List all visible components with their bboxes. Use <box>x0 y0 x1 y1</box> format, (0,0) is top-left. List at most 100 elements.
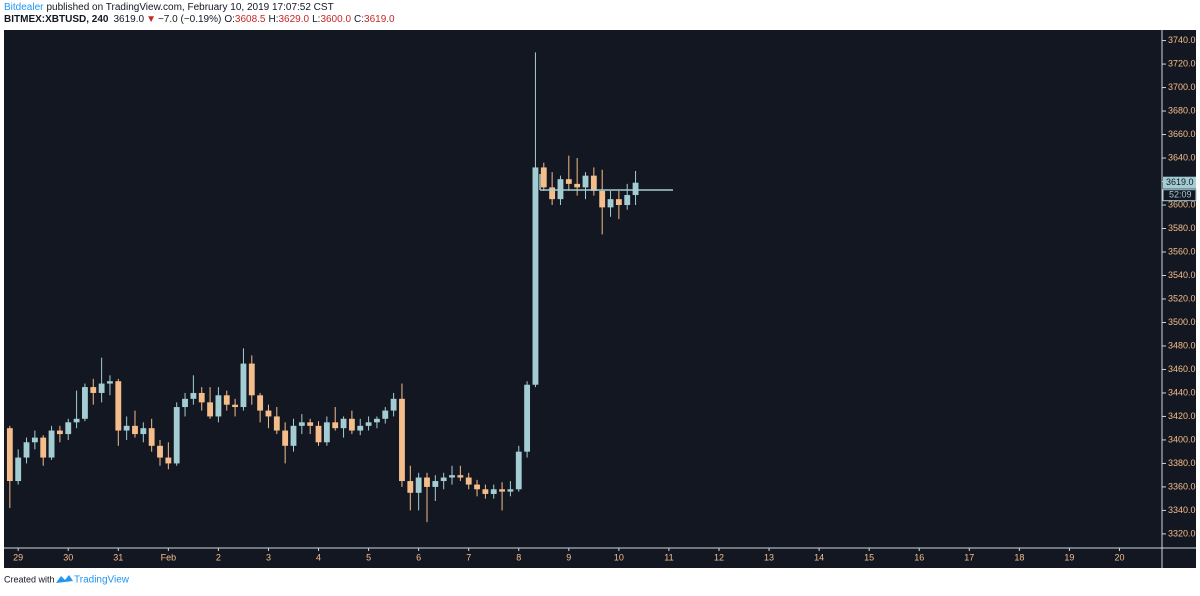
candle-body <box>540 167 547 188</box>
y-tick-label: 3380.0 <box>1168 458 1196 468</box>
candle-body <box>532 167 539 385</box>
countdown-box <box>1162 189 1197 202</box>
candle-body <box>240 363 247 408</box>
x-tick-label: 12 <box>714 552 724 562</box>
header-line-1: Bitdealer published on TradingView.com, F… <box>4 2 334 13</box>
chart-background <box>4 30 1196 568</box>
candle-body <box>482 489 489 494</box>
x-tick-label: 7 <box>466 552 471 562</box>
high-value: 3629.0 <box>279 14 310 25</box>
y-tick-label: 3560.0 <box>1168 246 1196 256</box>
candle-body <box>282 430 289 446</box>
close-value: 3619.0 <box>364 14 395 25</box>
candle-body <box>499 489 505 492</box>
open-label: O: <box>224 14 235 25</box>
candle-body <box>599 190 606 208</box>
candle-body <box>382 410 389 419</box>
candle-body <box>40 437 47 458</box>
y-tick-label: 3720.0 <box>1168 58 1196 68</box>
candle-body <box>65 422 72 435</box>
y-tick-label: 3440.0 <box>1168 387 1196 397</box>
candle-body <box>432 481 439 487</box>
candle-body <box>98 383 105 393</box>
candle-body <box>348 418 355 431</box>
y-tick-label: 3740.0 <box>1168 35 1196 45</box>
candle-body <box>524 384 531 452</box>
y-tick-label: 3700.0 <box>1168 82 1196 92</box>
candle-body <box>490 489 497 494</box>
candle-body <box>207 402 213 417</box>
candle-body <box>323 422 330 443</box>
candle-body <box>449 475 455 478</box>
candle-body <box>31 437 38 443</box>
x-tick-label: 19 <box>1064 552 1074 562</box>
candle-body <box>374 418 380 423</box>
x-tick-label: 5 <box>366 552 371 562</box>
countdown: 52:09 <box>1169 190 1192 200</box>
published: published on TradingView.com, February 1… <box>46 2 333 13</box>
candle-body <box>399 398 405 482</box>
y-tick-label: 3600.0 <box>1168 199 1196 209</box>
x-tick-label: 14 <box>814 552 824 562</box>
candle-body <box>574 183 581 188</box>
x-tick-label: 18 <box>1014 552 1024 562</box>
change-arrow: ▼ <box>146 14 156 25</box>
x-tick-label: Feb <box>161 552 177 562</box>
x-tick-label: 6 <box>416 552 421 562</box>
y-tick-label: 3680.0 <box>1168 105 1196 115</box>
candle-body <box>607 199 614 208</box>
y-tick-label: 3360.0 <box>1168 481 1196 491</box>
axes: 3320.0 3340.0 3360.0 3380.0 3400.0 3420.0 3440… <box>13 35 1197 562</box>
x-tick-label: 13 <box>764 552 774 562</box>
x-tick-label: 8 <box>516 552 521 562</box>
last-price: 3619.0 <box>113 14 144 25</box>
price-label: 3619.0 <box>1166 177 1194 187</box>
candle-body <box>624 195 631 206</box>
candle-body <box>615 199 622 206</box>
y-tick-label: 3580.0 <box>1168 223 1196 233</box>
candle-body <box>298 422 305 426</box>
candle-body <box>390 398 397 411</box>
low-label: L: <box>312 14 320 25</box>
candle-body <box>82 387 88 419</box>
candle-body <box>632 182 639 196</box>
candle-body <box>465 477 472 485</box>
candle-body <box>332 422 339 429</box>
candle-body <box>90 387 97 393</box>
x-tick-label: 4 <box>316 552 321 562</box>
low-value: 3600.0 <box>320 14 351 25</box>
candle-body <box>415 477 422 493</box>
open-value: 3608.5 <box>235 14 266 25</box>
candle-body <box>257 395 264 411</box>
x-tick-label: 10 <box>614 552 624 562</box>
footer-brand[interactable]: TradingView <box>74 575 130 586</box>
candle-body <box>407 481 414 493</box>
y-tick-label: 3320.0 <box>1168 528 1196 538</box>
x-tick-label: 11 <box>664 552 673 562</box>
x-tick-label: 31 <box>113 552 123 562</box>
candle-body <box>315 425 322 443</box>
x-tick-label: 20 <box>1114 552 1124 562</box>
candle-body <box>582 175 589 188</box>
candle-body <box>48 430 55 458</box>
author[interactable]: Bitdealer <box>4 2 44 13</box>
candle-body <box>223 395 230 405</box>
candle-body <box>215 395 222 417</box>
candle-body <box>182 398 188 408</box>
x-tick-label: 30 <box>63 552 73 562</box>
y-tick-label: 3660.0 <box>1168 129 1196 139</box>
x-tick-label: 3 <box>266 552 271 562</box>
candle-body <box>307 422 314 426</box>
candle-body <box>290 425 297 446</box>
candle-body <box>474 484 480 490</box>
candle-body <box>6 428 13 482</box>
candle-body <box>440 477 447 482</box>
x-tick-label: 2 <box>216 552 221 562</box>
candle-body <box>232 404 239 408</box>
candle-body <box>515 451 522 490</box>
candle-body <box>340 418 347 429</box>
y-tick-label: 3480.0 <box>1168 340 1196 350</box>
x-tick-label: 9 <box>566 552 571 562</box>
tradingview-logo <box>56 575 73 583</box>
y-tick-label: 3520.0 <box>1168 293 1196 303</box>
